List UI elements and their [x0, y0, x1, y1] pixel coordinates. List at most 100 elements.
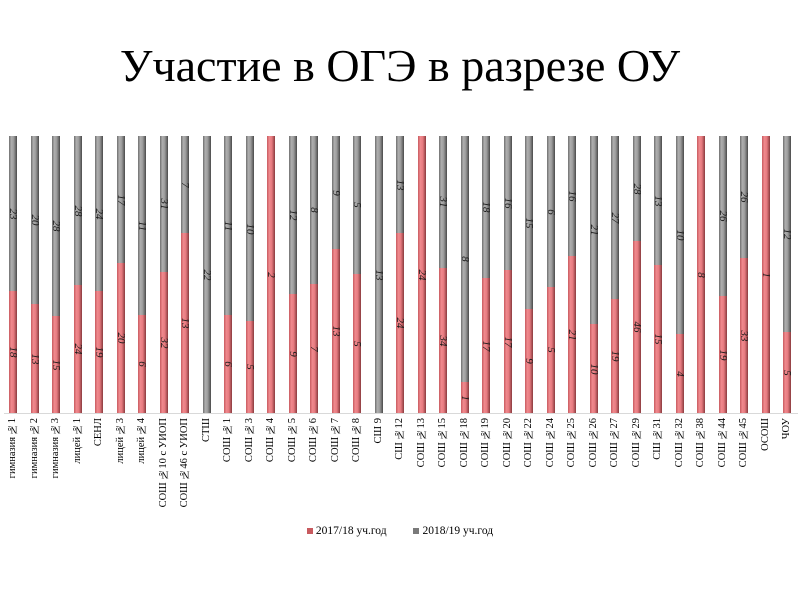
category-label-text: СОШ №44	[716, 418, 728, 468]
bar-segment-2018-19: 20	[28, 136, 41, 304]
bar-segment-2017-18: 9	[523, 309, 535, 413]
category-label: СОШ №15	[436, 418, 450, 518]
data-label: 9	[286, 350, 299, 357]
bar: 13	[373, 136, 385, 413]
data-label: 1	[458, 394, 471, 401]
data-label: 9	[329, 189, 342, 196]
data-label: 19	[716, 349, 729, 360]
data-label: 10	[673, 229, 686, 241]
bar: 18 23	[7, 136, 19, 413]
data-label: 17	[501, 336, 514, 347]
category-label-text: лицей №1	[71, 418, 83, 464]
category-label-text: СОШ №8	[351, 418, 362, 463]
category-label-text: лицей №4	[136, 418, 147, 464]
bar: 10 21	[587, 136, 600, 413]
bar-segment-2018-19: 22	[201, 136, 213, 413]
legend-swatch-series2	[413, 528, 420, 534]
data-label: 5	[351, 340, 363, 347]
data-label: 4	[673, 370, 686, 377]
data-label: 5	[544, 347, 557, 353]
bar-segment-2018-19: 26	[738, 136, 750, 258]
bar: 8	[695, 136, 707, 413]
category-label-text: СШ №12	[394, 418, 405, 460]
bar: 13 20	[28, 136, 41, 413]
bar-segment-2018-19: 28	[631, 136, 643, 241]
data-label: 20	[28, 214, 41, 226]
category-label: лицей №4	[135, 418, 149, 518]
data-label: 32	[157, 337, 170, 348]
category-label-text: ЧОУ	[781, 418, 792, 440]
bar-segment-2017-18: 20	[114, 263, 127, 413]
data-label: 20	[114, 332, 127, 344]
category-label: СЕНЛ	[92, 418, 106, 518]
bar-segment-2017-18: 15	[652, 265, 664, 413]
category-label-text: СОШ №20	[501, 418, 513, 468]
category-axis: гимназия №1 гимназия №2 гимназия №3 лицей №…	[0, 418, 800, 518]
bar: 15 28	[50, 136, 62, 413]
data-label: 46	[630, 321, 643, 333]
category-label: СОШ №46 с УИОП	[178, 418, 192, 518]
data-label: 6	[222, 361, 234, 367]
bar-segment-2017-18: 5	[351, 274, 363, 413]
bar-segment-2017-18: 5	[244, 321, 256, 413]
bar: 24	[416, 136, 428, 413]
category-label: СОШ №10 с УИОП	[157, 418, 171, 518]
legend: 2017/18 уч.год 2018/19 уч.год	[0, 525, 800, 537]
bar-segment-2018-19: 28	[72, 136, 84, 285]
category-label: СТШ	[200, 418, 214, 518]
data-label: 5	[781, 369, 793, 376]
bar-segment-2018-19: 18	[480, 136, 492, 278]
category-label-text: СОШ №27	[609, 418, 620, 468]
bar-segment-2017-18: 9	[286, 294, 299, 413]
data-label: 23	[7, 208, 19, 219]
category-label-text: СОШ №3	[243, 418, 255, 463]
category-label: СОШ №4	[264, 418, 278, 518]
data-label: 8	[308, 207, 320, 213]
category-label-text: СЕНЛ	[93, 418, 104, 447]
x-axis-line	[4, 413, 798, 414]
bar: 19 26	[716, 136, 729, 413]
category-label: СОШ №44	[716, 418, 730, 518]
data-label: 21	[566, 329, 578, 340]
data-label: 7	[179, 181, 191, 188]
data-label: 27	[609, 212, 621, 223]
data-label: 13	[28, 353, 41, 364]
category-label: лицей №1	[71, 418, 85, 518]
bar-segment-2018-19: 21	[587, 136, 600, 324]
category-label: СОШ №27	[608, 418, 622, 518]
category-label: гимназия №1	[6, 418, 20, 518]
bar-segment-2018-19: 23	[7, 136, 19, 291]
bar: 1	[760, 136, 772, 413]
data-label: 13	[179, 317, 191, 329]
data-label: 16	[566, 190, 578, 202]
data-label: 11	[222, 220, 234, 231]
data-label: 34	[437, 335, 449, 346]
category-label: СОШ №3	[243, 418, 257, 518]
category-label-text: СОШ №38	[695, 418, 706, 468]
bar: 19 24	[93, 136, 105, 413]
category-label: ЧОУ	[780, 418, 794, 518]
bar-segment-2017-18: 33	[738, 258, 750, 413]
bar-segment-2017-18: 13	[330, 249, 342, 413]
data-label: 6	[136, 361, 148, 367]
bar: 13 9	[329, 136, 342, 413]
bar-segment-2018-19: 17	[115, 136, 127, 263]
data-label: 10	[587, 363, 600, 374]
bar-segment-2017-18: 15	[50, 316, 62, 413]
category-label-text: СОШ №18	[458, 418, 470, 468]
data-label: 15	[50, 359, 62, 370]
category-label: СШ №12	[393, 418, 407, 518]
bar-segment-2017-18: 21	[566, 256, 578, 413]
category-label-text: СОШ №6	[308, 418, 319, 463]
data-label: 2	[265, 271, 277, 278]
data-label: 26	[738, 191, 750, 203]
data-label: 21	[587, 224, 600, 236]
data-label: 10	[243, 223, 256, 234]
bar: 5 12	[781, 136, 793, 413]
bar-segment-2018-19: 11	[136, 136, 148, 315]
bar-segment-2017-18: 5	[781, 332, 793, 413]
category-label-text: СОШ №5	[286, 418, 298, 463]
